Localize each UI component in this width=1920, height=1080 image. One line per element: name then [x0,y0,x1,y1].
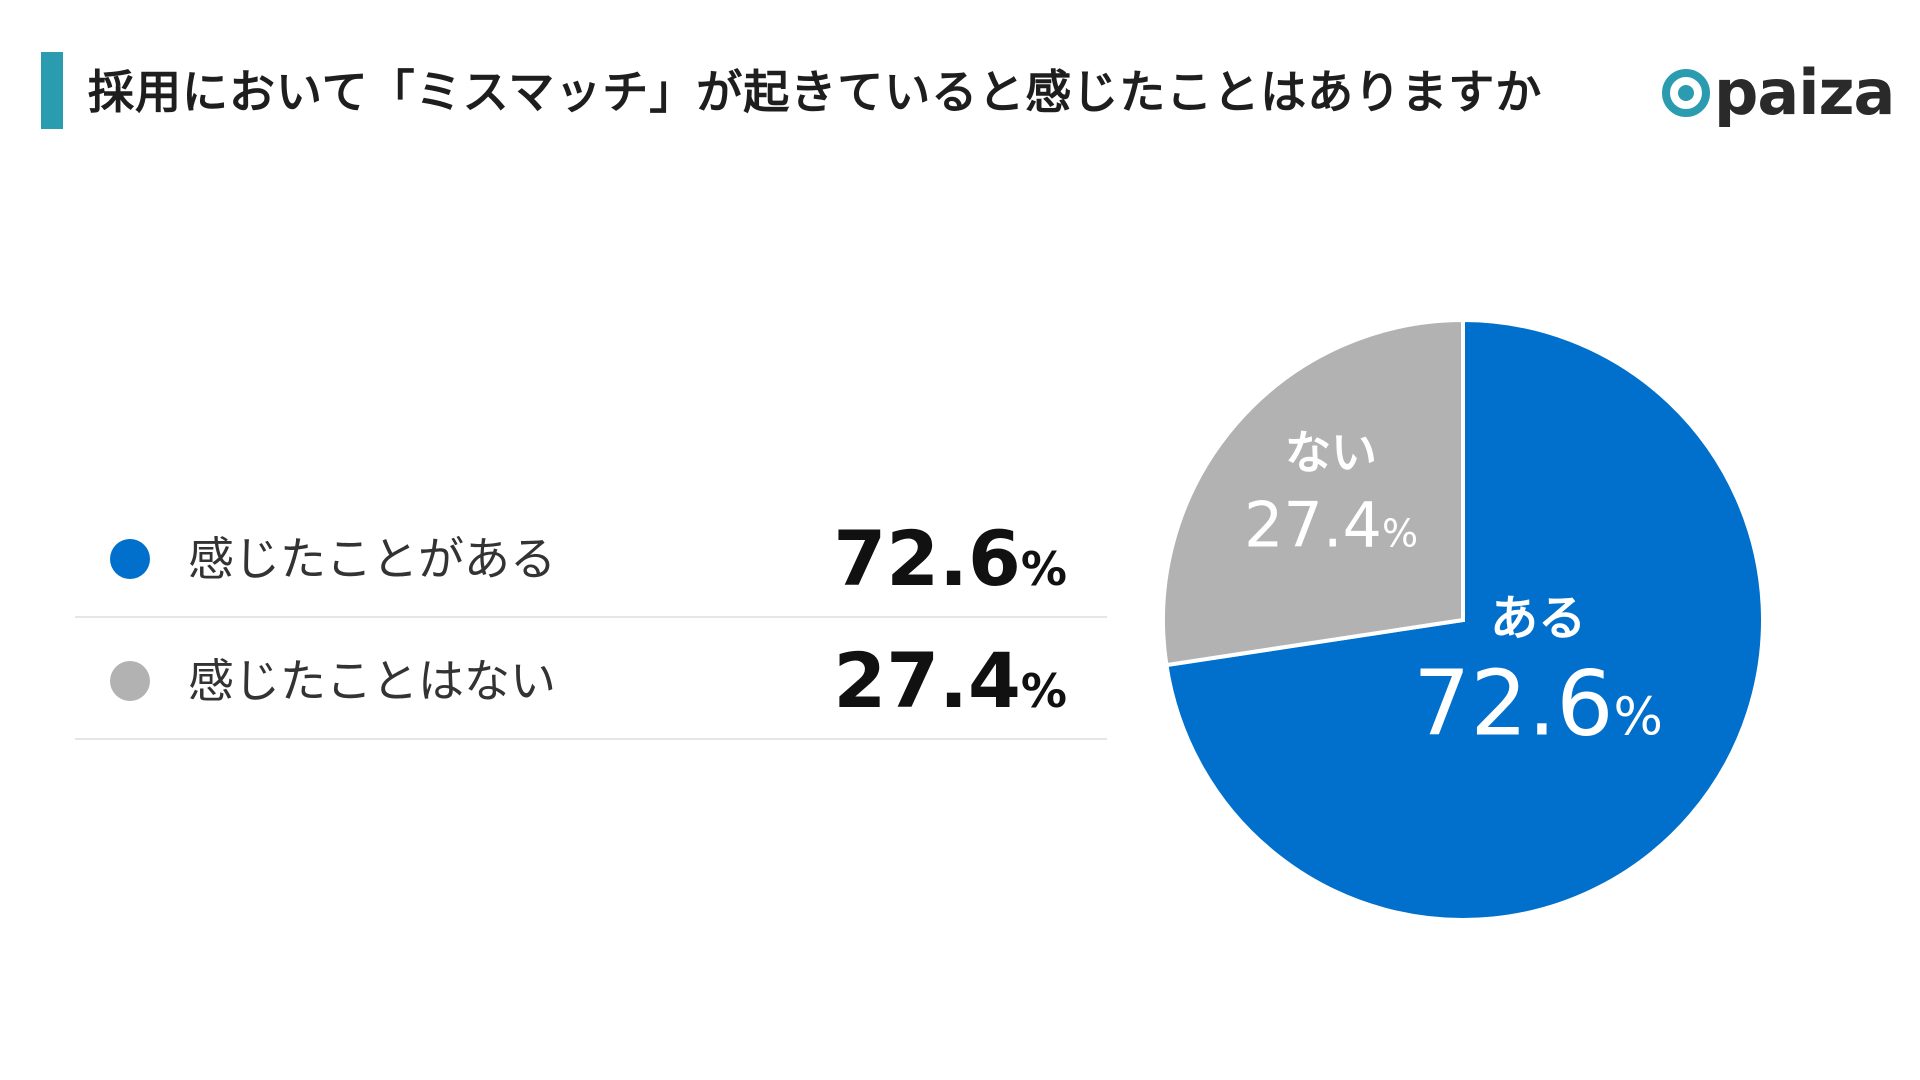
pie-value-yes-unit: % [1614,688,1663,748]
legend-value-no: 27.4% [833,638,1067,734]
pie-value-no-number: 27.4 [1244,489,1382,562]
legend-value-yes-number: 72.6 [833,514,1021,603]
paiza-logo-text: paiza [1714,56,1895,129]
paiza-logo: paiza [1662,56,1895,129]
legend-value-yes-unit: % [1020,542,1067,596]
legend-dot-no [110,661,150,701]
pie-value-yes: 72.6% [1413,652,1663,757]
title-accent-bar [41,52,63,129]
legend-row-no: 感じたことはない 27.4% [75,618,1107,740]
pie-label-no: ない [1285,426,1377,480]
pie-value-no-unit: % [1382,512,1418,556]
pie-label-yes: ある [1490,591,1586,647]
page-title: 採用において「ミスマッチ」が起きていると感じたことはありますか [88,65,1543,119]
legend-label-yes: 感じたことがある [188,532,556,586]
legend-row-yes: 感じたことがある 72.6% [75,496,1107,618]
legend-value-yes: 72.6% [833,516,1067,612]
pie-value-no: 27.4% [1244,489,1418,562]
paiza-logo-icon [1662,69,1710,117]
legend-value-no-unit: % [1020,664,1067,718]
legend-label-no: 感じたことはない [188,654,556,708]
legend-dot-yes [110,539,150,579]
legend-value-no-number: 27.4 [833,636,1021,725]
pie-slice-no [1161,317,1465,668]
pie-value-yes-number: 72.6 [1413,652,1613,757]
